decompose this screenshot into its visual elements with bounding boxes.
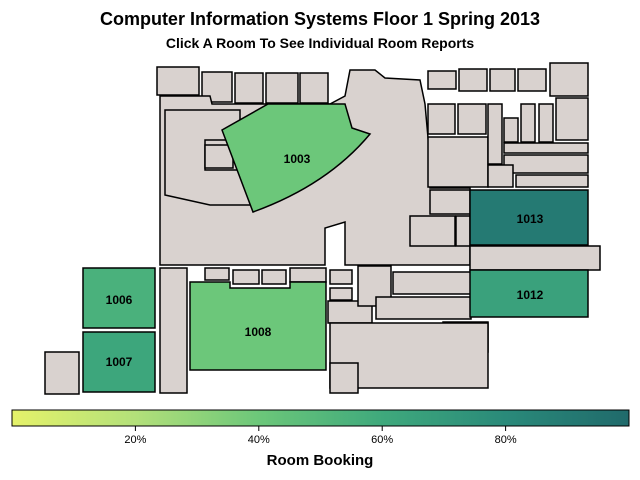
room-shape [392,271,472,295]
color-legend: 20% 40% 60% 80% [11,409,630,446]
room-label-1006: 1006 [106,293,133,307]
room-shape [489,68,516,92]
legend-tick-label: 20% [124,434,146,446]
room-shape [427,136,489,188]
building-rooms [44,62,601,395]
room-shape [265,72,299,104]
room-shape [159,267,188,394]
room-shape [503,117,519,143]
room-shape [329,287,353,301]
corridor-shape [469,245,601,271]
room-label-1008: 1008 [245,325,272,339]
room-shape [487,103,503,165]
room-shape [232,269,260,285]
room-shape [427,70,457,90]
room-label-1013: 1013 [517,212,544,226]
legend-tick-label: 40% [248,434,270,446]
legend-color-bar [11,409,630,427]
room-shape [457,103,487,135]
room-1006[interactable] [82,267,156,329]
room-shape [289,267,327,283]
room-shape [538,103,554,143]
room-shape [429,189,471,215]
room-shape [234,72,264,104]
room-shape [427,103,456,135]
room-1003[interactable] [221,103,372,213]
room-shape [517,68,547,92]
room-shape [261,269,287,285]
room-label-1007: 1007 [106,355,133,369]
room-shape [549,62,589,97]
legend-tick-label: 80% [495,434,517,446]
room-1013[interactable] [469,189,589,246]
room-1012[interactable] [469,269,589,318]
room-label-1003: 1003 [284,152,311,166]
room-shape [503,142,589,154]
legend-title: Room Booking [266,452,374,469]
legend-tick-label: 60% [371,434,393,446]
room-1007[interactable] [82,331,156,393]
room-shape [409,215,456,247]
map-title: Computer Information Systems Floor 1 Spr… [99,9,541,29]
room-shape [458,68,488,92]
booked-rooms [82,103,589,393]
room-shape [503,154,589,174]
room-shape [555,97,589,141]
room-shape [299,72,329,104]
room-shape [156,66,200,96]
room-label-1012: 1012 [517,288,544,302]
room-shape [204,267,230,281]
room-shape [329,362,359,394]
room-shape [375,296,472,320]
room-1008[interactable] [189,281,327,371]
room-shape [487,164,514,188]
map-subtitle: Click A Room To See Individual Room Repo… [165,35,475,51]
room-shape [520,103,536,143]
room-shape [44,351,80,395]
room-shape [515,174,589,188]
room-shape [455,215,471,247]
room-shape [329,269,353,285]
